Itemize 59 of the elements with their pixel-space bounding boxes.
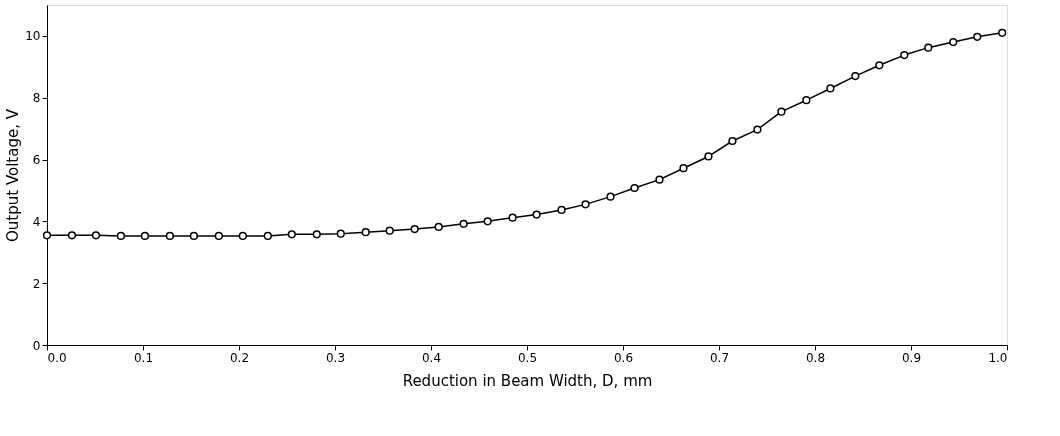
point	[949, 37, 958, 47]
point	[753, 125, 762, 134]
y-tick-label: 2	[32, 276, 41, 291]
point	[802, 96, 811, 105]
point	[998, 28, 1007, 37]
x-tick-label: 0.1	[133, 350, 154, 365]
x-tick-label: 1.0	[988, 350, 1008, 365]
y-tick-label: 10	[25, 29, 41, 44]
point	[655, 175, 664, 184]
x-axis-title: Reduction in Beam Width, D, mm	[402, 371, 653, 390]
point	[728, 136, 737, 146]
point	[67, 231, 77, 240]
point	[630, 183, 639, 193]
point	[361, 228, 370, 237]
point	[924, 43, 933, 52]
point	[189, 231, 198, 240]
point	[459, 219, 468, 228]
point	[875, 61, 884, 70]
x-tick-label: 0.5	[517, 350, 538, 365]
point	[851, 71, 860, 81]
point	[336, 229, 345, 238]
y-tick-label: 6	[32, 153, 41, 168]
point	[606, 192, 615, 201]
point	[91, 231, 101, 240]
point	[508, 213, 517, 222]
point	[704, 152, 713, 161]
point	[214, 231, 223, 240]
point	[385, 226, 394, 235]
point	[116, 231, 126, 240]
point	[42, 231, 52, 240]
x-tick-label: 0.8	[805, 350, 826, 365]
y-tick-label: 4	[32, 214, 41, 229]
point	[287, 230, 296, 239]
point	[900, 50, 909, 60]
x-tick-label: 0.4	[421, 350, 442, 365]
point	[826, 84, 835, 93]
point	[263, 231, 272, 240]
point	[483, 217, 492, 226]
point	[679, 164, 688, 173]
x-tick-label: 0.2	[229, 350, 250, 365]
point	[165, 231, 174, 240]
point	[434, 222, 443, 232]
point	[410, 224, 419, 234]
point	[238, 231, 247, 240]
point	[973, 32, 982, 41]
x-tick-label: 0.0	[47, 350, 67, 365]
point	[777, 107, 786, 116]
y-axis-title: Output Voltage, V	[4, 108, 23, 242]
point	[312, 230, 321, 239]
x-tick-label: 0.3	[325, 350, 346, 365]
point	[581, 200, 590, 209]
x-tick-label: 0.7	[709, 350, 730, 365]
x-tick-label: 0.6	[613, 350, 634, 365]
point	[557, 205, 566, 215]
y-tick-label: 8	[32, 91, 41, 106]
y-tick-label: 0	[32, 338, 41, 353]
point	[532, 210, 541, 219]
x-tick-label: 0.9	[901, 350, 922, 365]
point	[140, 231, 150, 240]
